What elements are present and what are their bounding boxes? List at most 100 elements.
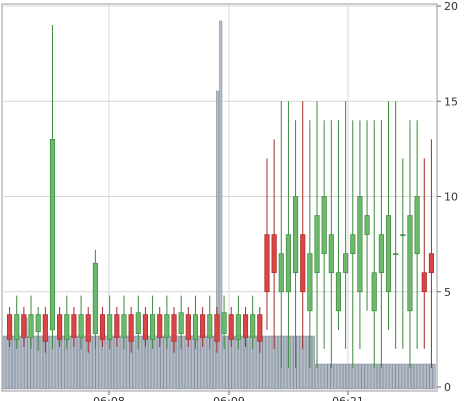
- candle-body: [42, 314, 48, 342]
- candle-body: [271, 234, 277, 274]
- y-tick-label: 10: [444, 191, 458, 204]
- volume-bar: [219, 20, 223, 390]
- candle-body: [221, 312, 227, 335]
- candle: [335, 120, 342, 330]
- candle-body: [150, 314, 156, 340]
- candle: [35, 306, 41, 351]
- volume-bar: [163, 335, 167, 390]
- volume-bar: [138, 335, 142, 390]
- volume-bar: [312, 335, 316, 390]
- volume-bar: [423, 363, 427, 390]
- volume-bar: [373, 363, 377, 390]
- candle-body: [114, 314, 120, 338]
- candle: [321, 120, 327, 349]
- volume-bar: [327, 363, 331, 390]
- candle-body: [307, 253, 313, 312]
- candle: [400, 158, 406, 349]
- volume-bar: [330, 363, 334, 390]
- x-tick-label: 06:08: [93, 395, 125, 401]
- volume-bar: [213, 335, 217, 390]
- volume-bar: [73, 335, 77, 390]
- candle: [235, 295, 241, 349]
- candle: [414, 120, 420, 349]
- candle: [307, 120, 313, 368]
- volume-bar: [336, 363, 340, 390]
- volume-bar: [39, 335, 43, 390]
- candle-body: [21, 314, 27, 338]
- volume-bar: [18, 335, 22, 390]
- candle-body: [364, 215, 370, 235]
- volume-bar: [160, 335, 164, 390]
- candle: [71, 306, 77, 347]
- volume-bar: [358, 363, 362, 390]
- candles: [7, 25, 434, 368]
- volume-bar: [70, 335, 74, 390]
- candle: [200, 306, 206, 347]
- volume-bar: [33, 335, 37, 390]
- candle: [78, 295, 84, 349]
- candle-body: [14, 314, 20, 340]
- candle-body: [378, 234, 384, 274]
- candle: [371, 120, 377, 368]
- candle: [350, 120, 356, 368]
- candle: [171, 306, 177, 353]
- candle: [357, 120, 363, 349]
- candle-body: [135, 312, 141, 335]
- candle: [221, 295, 227, 349]
- candle-body: [64, 314, 70, 340]
- volume-bar: [135, 335, 139, 390]
- candle-body: [414, 196, 420, 255]
- volume-bar: [206, 335, 210, 390]
- volume-bar: [386, 363, 390, 390]
- candle-body: [400, 234, 406, 236]
- volume-bar: [67, 335, 71, 390]
- volume-bar: [296, 335, 300, 390]
- volume-bar: [404, 363, 408, 390]
- volume-bar: [179, 335, 183, 390]
- volume-bar: [376, 363, 380, 390]
- volume-bar: [383, 363, 387, 390]
- candle-body: [7, 314, 13, 340]
- candle: [57, 306, 63, 347]
- volume-bar: [321, 363, 325, 390]
- volume-bar: [89, 335, 93, 390]
- volume-bar: [339, 363, 343, 390]
- volume-bar: [111, 335, 114, 390]
- volume-bar: [401, 363, 405, 390]
- candle: [21, 306, 27, 347]
- candle-body: [85, 314, 91, 342]
- candle: [7, 306, 13, 347]
- volume-bar: [61, 335, 65, 390]
- candle-body: [300, 234, 306, 293]
- candle: [293, 120, 299, 368]
- candle: [300, 101, 306, 349]
- volume-bar: [417, 363, 421, 390]
- candle-body: [200, 314, 206, 338]
- candle: [364, 120, 370, 311]
- volume-bar: [407, 363, 411, 390]
- volume-bar: [370, 363, 374, 390]
- candle: [285, 101, 291, 368]
- volume-bar: [253, 335, 257, 390]
- volume-bar: [76, 335, 80, 390]
- candle-body: [92, 262, 98, 335]
- volume-bar: [148, 335, 152, 390]
- candle-body: [357, 196, 363, 293]
- volume-bar: [333, 363, 337, 390]
- candle-body: [192, 314, 199, 340]
- volume-bar: [104, 335, 108, 390]
- candle: [28, 295, 34, 349]
- volume-bar: [191, 335, 195, 390]
- candle: [264, 158, 270, 330]
- volume-bar: [117, 335, 121, 390]
- candle: [164, 295, 170, 349]
- candle-body: [107, 314, 113, 340]
- volume-bar: [83, 335, 87, 390]
- candle: [42, 306, 48, 353]
- volume-bar: [169, 335, 173, 390]
- volume-bar: [132, 335, 136, 390]
- volume-bar: [398, 363, 402, 390]
- candle: [407, 120, 413, 368]
- volume-bar: [364, 363, 368, 390]
